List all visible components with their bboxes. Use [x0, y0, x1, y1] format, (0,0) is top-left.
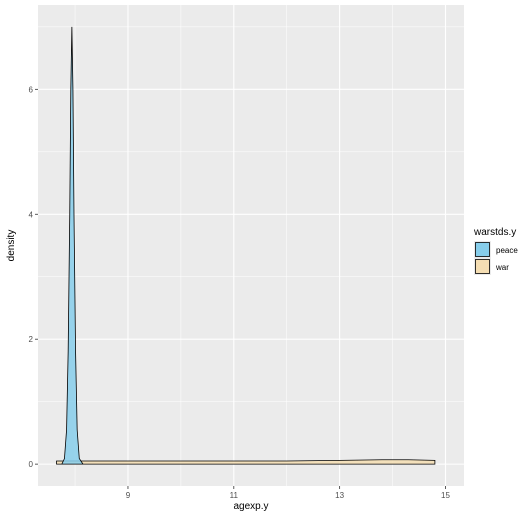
- legend-title: warstds.y: [473, 227, 516, 238]
- x-tick-label: 9: [126, 491, 131, 500]
- minor-gridlines: [38, 5, 464, 486]
- x-tick-label: 15: [441, 491, 450, 500]
- y-tick-label: 0: [29, 460, 34, 469]
- legend-label-peace: peace: [496, 246, 518, 255]
- x-tick-label: 11: [230, 491, 239, 500]
- density-series: [56, 26, 436, 465]
- y-axis-title: density: [6, 230, 17, 262]
- density-area-war: [56, 459, 436, 465]
- legend-swatch-war: [475, 259, 490, 274]
- y-tick-label: 2: [29, 335, 34, 344]
- plot-panel: [38, 5, 464, 486]
- y-tick-label: 4: [29, 210, 34, 219]
- y-tick-label: 6: [29, 85, 34, 94]
- density-area-peace: [61, 26, 84, 465]
- x-axis-title: agexp.y: [233, 501, 268, 512]
- x-tick-label: 13: [335, 491, 344, 500]
- axes: 9 11 13 15 0 2 4 6: [29, 85, 451, 500]
- legend-label-war: war: [495, 263, 509, 272]
- legend: warstds.y peace war: [473, 227, 518, 275]
- legend-swatch-peace: [475, 242, 490, 257]
